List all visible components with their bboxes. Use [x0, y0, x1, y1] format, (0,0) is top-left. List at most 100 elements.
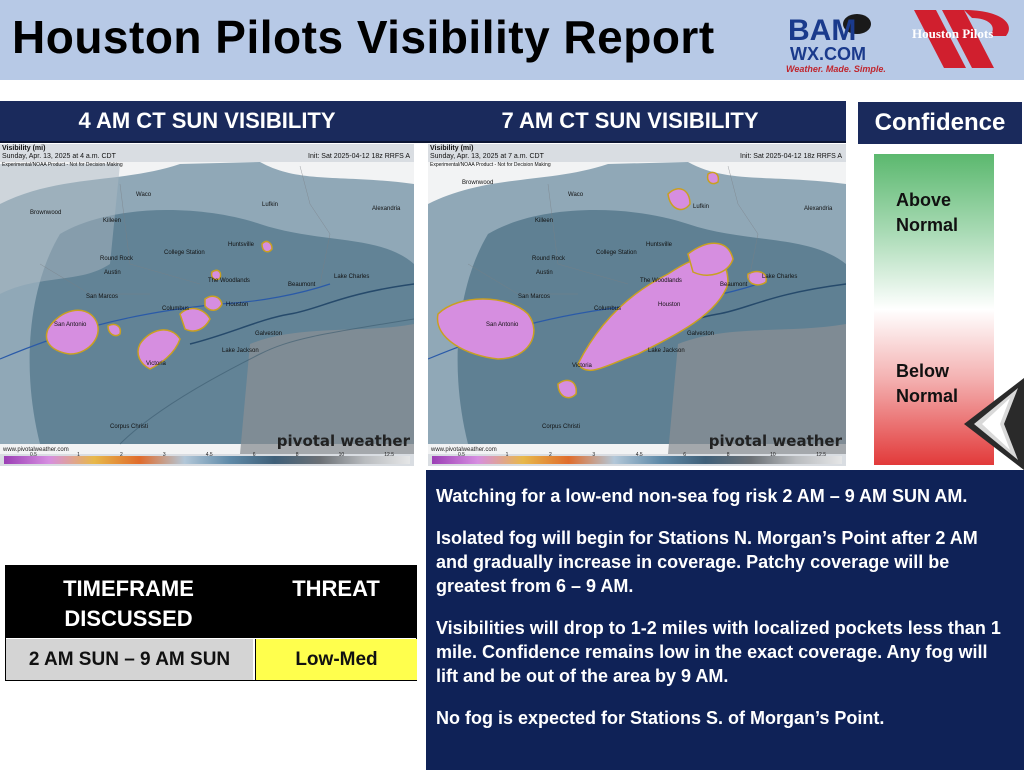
- page-title: Houston Pilots Visibility Report: [12, 11, 715, 63]
- city-label: Galveston: [255, 331, 283, 337]
- threat-table: TIMEFRAME DISCUSSED THREAT 2 AM SUN – 9 …: [5, 565, 417, 681]
- map-heading-4am: 4 AM CT SUN VISIBILITY: [0, 101, 414, 143]
- scale-tick: 3: [162, 452, 166, 458]
- pivotal-weather-brand: pivotal weather: [708, 432, 842, 450]
- bam-logo-line2: WX.COM: [790, 44, 866, 64]
- map-7am-product: Visibility (mi): [430, 145, 474, 152]
- confidence-below-line2: Normal: [896, 386, 959, 406]
- pivotal-weather-url: www.pivotalweather.com: [3, 447, 69, 453]
- hp-logo-text: Houston Pilots: [912, 26, 993, 41]
- city-label: Columbus: [162, 306, 190, 312]
- city-label: Austin: [104, 270, 121, 276]
- city-label: Corpus Christi: [110, 424, 149, 430]
- discussion-paragraph: No fog is expected for Stations S. of Mo…: [436, 708, 885, 728]
- header-banner: [0, 0, 1024, 80]
- bam-logo: BAM WX.COM Weather. Made. Simple.: [786, 14, 886, 74]
- city-label: The Woodlands: [640, 278, 682, 284]
- confidence-heading: Confidence: [858, 102, 1022, 144]
- scale-tick: 6: [252, 452, 256, 458]
- city-label: Lufkin: [262, 202, 279, 208]
- scale-tick: 10: [770, 452, 776, 458]
- city-label: Lufkin: [693, 204, 710, 210]
- city-label: Lake Jackson: [648, 348, 685, 354]
- visibility-map-7am: Visibility (mi) Sunday, Apr. 13, 2025 at…: [428, 144, 846, 466]
- discussion-panel: Watching for a low-end non-sea fog risk …: [426, 470, 1024, 770]
- map-7am-graphic: [428, 162, 846, 454]
- city-label: Round Rock: [532, 256, 566, 262]
- scale-tick: 6: [683, 452, 687, 458]
- scale-tick: 3: [592, 452, 596, 458]
- scale-tick: 2: [548, 452, 552, 458]
- city-label: Galveston: [687, 331, 715, 337]
- scale-tick: 1: [77, 452, 80, 458]
- city-label: Victoria: [146, 361, 166, 367]
- scale-tick: 4.5: [635, 452, 643, 458]
- scale-tick: 12.5: [816, 452, 826, 458]
- timeframe-cell: 2 AM SUN – 9 AM SUN: [6, 639, 253, 680]
- scale-tick: 10: [338, 452, 345, 458]
- city-label: Waco: [568, 192, 584, 198]
- map-4am-init: Init: Sat 2025-04-12 18z RRFS A: [308, 153, 410, 160]
- confidence-above-line2: Normal: [896, 215, 959, 235]
- city-label: Huntsville: [228, 242, 255, 248]
- pivotal-weather-brand: pivotal weather: [276, 432, 410, 450]
- city-label: College Station: [596, 250, 637, 256]
- confidence-pointer-arrow-icon: [964, 378, 1024, 470]
- city-label: Houston: [658, 302, 681, 308]
- city-label: Beaumont: [720, 282, 748, 288]
- discussion-paragraph: Visibilities will drop to 1-2 miles with…: [436, 618, 1001, 686]
- scale-tick: 0.5: [458, 452, 465, 458]
- confidence-below-line1: Below: [896, 361, 950, 381]
- threat-level-cell: Low-Med: [255, 639, 417, 680]
- confidence-above-line1: Above: [896, 190, 952, 210]
- city-label: Alexandria: [372, 206, 401, 212]
- houston-pilots-logo: Houston Pilots: [912, 10, 1010, 68]
- city-label: San Marcos: [86, 294, 119, 300]
- map-7am-valid: Sunday, Apr. 13, 2025 at 7 a.m. CDT: [430, 153, 544, 160]
- visibility-color-scale: [4, 456, 410, 464]
- bam-logo-tagline: Weather. Made. Simple.: [786, 64, 886, 74]
- scale-tick: 12.5: [384, 452, 394, 458]
- city-label: The Woodlands: [208, 278, 250, 284]
- city-label: Round Rock: [100, 256, 134, 262]
- city-label: College Station: [164, 250, 205, 256]
- visibility-map-4am: Visibility (mi) Sunday, Apr. 13, 2025 at…: [0, 144, 414, 466]
- timeframe-column-header: TIMEFRAME DISCUSSED: [6, 574, 251, 634]
- scale-tick: 1: [505, 452, 509, 458]
- map-4am-note: Experimental/NOAA Product - Not for Deci…: [2, 162, 123, 168]
- city-label: Waco: [136, 192, 152, 198]
- city-label: Lake Charles: [762, 274, 798, 280]
- city-label: Huntsville: [646, 242, 673, 248]
- city-label: Victoria: [572, 363, 592, 369]
- scale-tick: 0.5: [30, 452, 37, 458]
- city-label: Killeen: [103, 218, 122, 224]
- city-label: Brownwood: [462, 180, 494, 186]
- bam-logo-line1: BAM: [788, 14, 856, 47]
- confidence-below-normal: Below Normal: [896, 359, 958, 409]
- city-label: Houston: [226, 302, 249, 308]
- city-label: Beaumont: [288, 282, 316, 288]
- threat-table-header: TIMEFRAME DISCUSSED THREAT: [6, 566, 416, 638]
- visibility-color-scale: [432, 456, 842, 464]
- scale-tick: 2: [119, 452, 123, 458]
- map-4am-product: Visibility (mi): [2, 145, 46, 152]
- confidence-above-normal: Above Normal: [896, 188, 958, 238]
- map-7am-init: Init: Sat 2025-04-12 18z RRFS A: [740, 153, 842, 160]
- map-4am-valid: Sunday, Apr. 13, 2025 at 4 a.m. CDT: [2, 153, 116, 160]
- scale-tick: 8: [726, 452, 730, 458]
- map-4am-graphic: [0, 162, 414, 454]
- city-label: Alexandria: [804, 206, 833, 212]
- city-label: Brownwood: [30, 210, 62, 216]
- city-label: San Antonio: [486, 322, 519, 328]
- confidence-gradient-bar: Above Normal Below Normal: [874, 154, 994, 465]
- city-label: Lake Jackson: [222, 348, 259, 354]
- scale-ticks: 0.5 1 2 3 4.5 6 8 10 12.5: [30, 452, 394, 458]
- map-7am-note: Experimental/NOAA Product - Not for Deci…: [430, 162, 551, 168]
- pivotal-weather-url: www.pivotalweather.com: [431, 447, 497, 453]
- city-label: Lake Charles: [334, 274, 370, 280]
- city-label: San Antonio: [54, 322, 87, 328]
- discussion-paragraph: Watching for a low-end non-sea fog risk …: [436, 486, 968, 506]
- map-heading-7am: 7 AM CT SUN VISIBILITY: [414, 101, 846, 143]
- scale-tick: 4.5: [205, 452, 213, 458]
- city-label: Killeen: [535, 218, 554, 224]
